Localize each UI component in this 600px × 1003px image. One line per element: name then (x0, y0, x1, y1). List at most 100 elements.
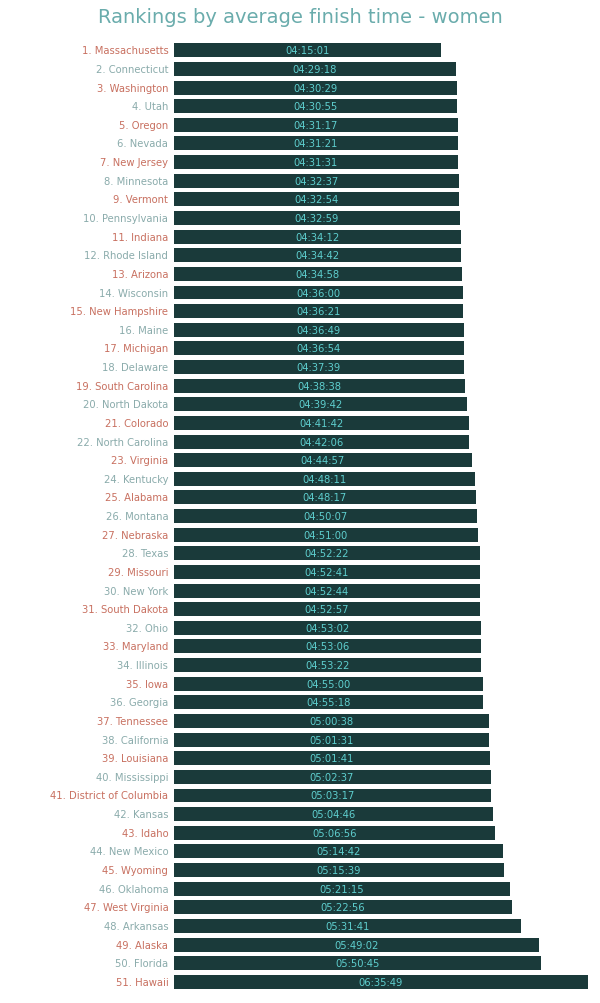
Text: 5. Oregon: 5. Oregon (119, 120, 169, 130)
Bar (173, 547, 480, 561)
Text: 14. Wisconsin: 14. Wisconsin (99, 288, 169, 298)
Text: 05:06:56: 05:06:56 (312, 827, 356, 838)
Text: 05:31:41: 05:31:41 (325, 921, 370, 931)
Text: 04:31:21: 04:31:21 (293, 139, 338, 149)
Bar (173, 677, 482, 691)
Text: 40. Mississippi: 40. Mississippi (96, 772, 169, 782)
Text: 04:36:49: 04:36:49 (296, 325, 341, 335)
Text: 05:04:46: 05:04:46 (311, 809, 355, 819)
Text: 04:30:29: 04:30:29 (293, 83, 337, 93)
Text: 05:01:31: 05:01:31 (309, 735, 353, 745)
Text: 41. District of Columbia: 41. District of Columbia (50, 790, 169, 800)
Text: 49. Alaska: 49. Alaska (116, 940, 169, 950)
Bar (173, 137, 458, 151)
Text: 05:22:56: 05:22:56 (320, 903, 365, 913)
Text: 04:42:06: 04:42:06 (299, 437, 343, 447)
Bar (173, 956, 541, 970)
Text: 48. Arkansas: 48. Arkansas (104, 921, 169, 931)
Bar (173, 453, 472, 467)
Text: 04:34:42: 04:34:42 (295, 251, 340, 261)
Bar (173, 510, 478, 524)
Text: 13. Arizona: 13. Arizona (112, 270, 169, 280)
Text: 04:53:06: 04:53:06 (305, 642, 349, 652)
Text: 05:21:15: 05:21:15 (320, 884, 364, 894)
Bar (173, 714, 488, 728)
Bar (173, 621, 481, 635)
Bar (173, 416, 469, 430)
Text: 04:39:42: 04:39:42 (298, 400, 342, 410)
Text: 04:44:57: 04:44:57 (301, 455, 345, 465)
Bar (173, 63, 455, 77)
Text: 05:50:45: 05:50:45 (335, 958, 379, 968)
Text: 1. Massachusetts: 1. Massachusetts (82, 46, 169, 56)
Text: 27. Nebraska: 27. Nebraska (102, 531, 169, 541)
Text: 04:52:44: 04:52:44 (305, 586, 349, 596)
Bar (173, 529, 478, 543)
Bar (173, 751, 490, 765)
Bar (173, 118, 458, 132)
Bar (173, 864, 504, 877)
Bar (173, 658, 481, 672)
Text: 05:00:38: 05:00:38 (309, 716, 353, 726)
Bar (173, 212, 460, 226)
Text: 10. Pennsylvania: 10. Pennsylvania (83, 214, 169, 224)
Bar (173, 566, 480, 580)
Bar (173, 788, 491, 802)
Text: 04:31:17: 04:31:17 (293, 120, 338, 130)
Text: 43. Idaho: 43. Idaho (122, 827, 169, 838)
Bar (173, 175, 459, 189)
Bar (173, 472, 475, 486)
Bar (173, 938, 539, 952)
Text: 37. Tennessee: 37. Tennessee (97, 716, 169, 726)
Bar (173, 770, 491, 784)
Text: 26. Montana: 26. Montana (106, 512, 169, 522)
Text: 04:55:18: 04:55:18 (306, 698, 350, 708)
Text: 04:31:31: 04:31:31 (293, 157, 338, 168)
Text: 06:35:49: 06:35:49 (359, 977, 403, 987)
Bar (173, 305, 463, 319)
Text: 21. Colorado: 21. Colorado (105, 418, 169, 428)
Text: 33. Maryland: 33. Maryland (103, 642, 169, 652)
Text: 05:49:02: 05:49:02 (334, 940, 379, 950)
Text: 04:32:37: 04:32:37 (294, 177, 338, 187)
Text: 34. Illinois: 34. Illinois (118, 660, 169, 670)
Text: 44. New Mexico: 44. New Mexico (89, 847, 169, 857)
Bar (173, 231, 461, 245)
Text: 36. Georgia: 36. Georgia (110, 698, 169, 708)
Bar (173, 398, 467, 412)
Text: 16. Maine: 16. Maine (119, 325, 169, 335)
Text: 19. South Carolina: 19. South Carolina (76, 381, 169, 391)
Text: 17. Michigan: 17. Michigan (104, 344, 169, 354)
Text: 04:32:54: 04:32:54 (295, 196, 338, 206)
Text: 04:36:21: 04:36:21 (296, 307, 340, 317)
Text: 20. North Dakota: 20. North Dakota (83, 400, 169, 410)
Text: 11. Indiana: 11. Indiana (112, 233, 169, 243)
Text: 04:38:38: 04:38:38 (298, 381, 341, 391)
Text: 31. South Dakota: 31. South Dakota (82, 605, 169, 615)
Text: 7. New Jersey: 7. New Jersey (100, 157, 169, 168)
Text: 47. West Virginia: 47. West Virginia (83, 903, 169, 913)
Bar (173, 919, 521, 933)
Text: 25. Alabama: 25. Alabama (105, 492, 169, 503)
Bar (173, 249, 461, 263)
Text: 38. California: 38. California (101, 735, 169, 745)
Text: 05:15:39: 05:15:39 (317, 866, 361, 876)
Text: 04:30:55: 04:30:55 (293, 102, 338, 112)
Bar (173, 342, 464, 356)
Bar (173, 603, 481, 617)
Text: 04:37:39: 04:37:39 (297, 363, 341, 373)
Text: 04:53:22: 04:53:22 (305, 660, 349, 670)
Text: 05:02:37: 05:02:37 (310, 772, 354, 782)
Text: 30. New York: 30. New York (104, 586, 169, 596)
Text: 04:51:00: 04:51:00 (304, 531, 348, 541)
Text: 22. North Carolina: 22. North Carolina (77, 437, 169, 447)
Bar (173, 696, 483, 710)
Text: 05:03:17: 05:03:17 (310, 790, 355, 800)
Text: 3. Washington: 3. Washington (97, 83, 169, 93)
Text: 15. New Hampshire: 15. New Hampshire (70, 307, 169, 317)
Text: 45. Wyoming: 45. Wyoming (103, 866, 169, 876)
Text: 04:15:01: 04:15:01 (285, 46, 329, 56)
Text: 42. Kansas: 42. Kansas (114, 809, 169, 819)
Text: 04:48:11: 04:48:11 (302, 474, 347, 484)
Text: 24. Kentucky: 24. Kentucky (104, 474, 169, 484)
